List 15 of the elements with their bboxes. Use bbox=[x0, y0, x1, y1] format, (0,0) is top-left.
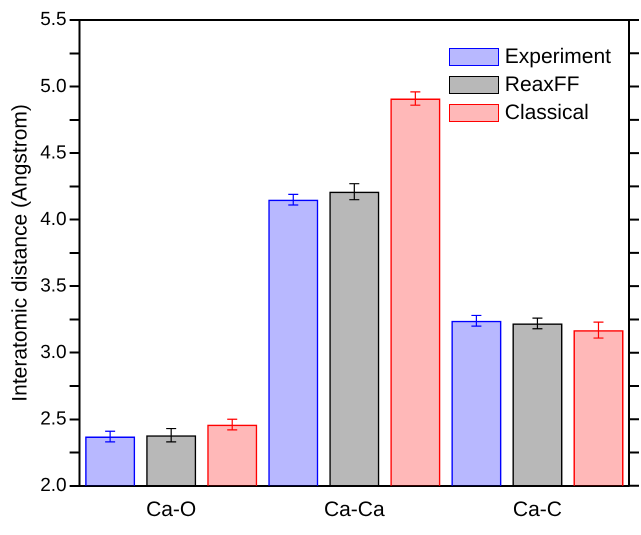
y-tick-label: 2.0 bbox=[40, 475, 67, 496]
x-tick-label: Ca-C bbox=[512, 498, 562, 522]
y-axis-title: Interatomic distance (Angstrom) bbox=[8, 104, 32, 402]
legend-label: ReaxFF bbox=[504, 73, 580, 97]
x-tick-label: Ca-O bbox=[146, 498, 196, 522]
legend-label: Experiment bbox=[504, 45, 611, 69]
legend-label: Classical bbox=[504, 101, 589, 125]
y-tick-label: 4.5 bbox=[40, 142, 67, 164]
y-tick-label: 3.5 bbox=[40, 275, 67, 296]
y-tick-label: 4.0 bbox=[40, 208, 67, 230]
y-tick-label: 5.0 bbox=[40, 76, 67, 97]
y-tick-label: 5.5 bbox=[40, 9, 67, 30]
y-tick-label: 3.0 bbox=[40, 342, 67, 363]
y-tick-label: 2.5 bbox=[40, 408, 67, 430]
x-tick-label: Ca-Ca bbox=[324, 498, 385, 522]
